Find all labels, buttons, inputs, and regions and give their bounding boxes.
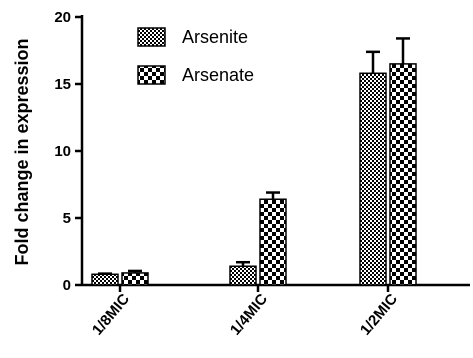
y-tick-label: 0: [63, 277, 71, 294]
bar-arsenite-2: [359, 72, 387, 286]
x-tick-label: 1/8MIC: [89, 291, 133, 339]
legend: Arsenite Arsenate: [137, 27, 254, 85]
y-tick-label: 10: [54, 143, 71, 160]
x-tick-label: 1/4MIC: [227, 291, 271, 339]
bar-arsenate-1: [259, 198, 287, 286]
x-tick-label: 1/2MIC: [357, 291, 401, 339]
legend-swatch-arsenite: [137, 27, 166, 47]
bars: [91, 63, 417, 286]
legend-swatch-arsenate: [137, 65, 166, 85]
y-tick-label: 15: [54, 76, 71, 93]
error-bars: [98, 37, 410, 275]
y-tick-label: 20: [54, 9, 71, 26]
tick-labels: 0 5 10 15 20 1/8MIC 1/4MIC 1/2MIC: [54, 9, 401, 339]
y-axis-title: Fold change in expression: [12, 38, 32, 265]
bar-arsenate-2: [389, 63, 417, 286]
legend-label-arsenite: Arsenite: [182, 27, 248, 47]
legend-label-arsenate: Arsenate: [182, 65, 254, 85]
bar-arsenite-0: [91, 273, 119, 286]
bar-arsenite-1: [229, 265, 257, 286]
y-tick-label: 5: [63, 210, 71, 227]
bar-arsenate-0: [121, 272, 149, 286]
